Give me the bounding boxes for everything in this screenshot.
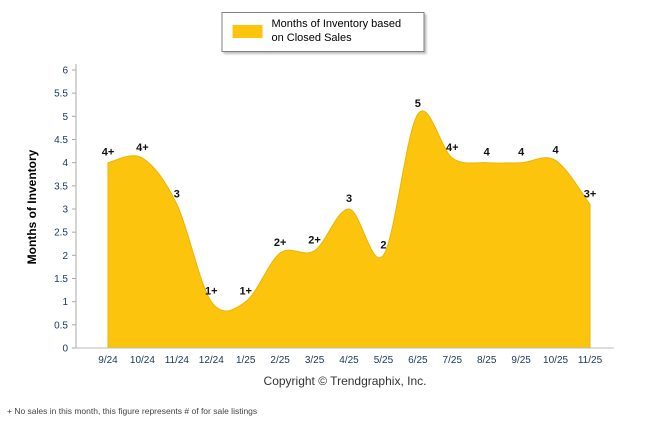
point-label: 2	[380, 239, 386, 251]
point-label: 4	[484, 147, 491, 159]
copyright-text: Copyright © Trendgraphix, Inc.	[263, 374, 427, 388]
point-label: 4	[518, 147, 525, 159]
y-tick-label: 1.5	[54, 274, 68, 285]
y-tick-label: 1	[62, 297, 68, 308]
point-label: 2+	[308, 235, 321, 247]
y-tick-label: 3.5	[54, 181, 68, 192]
legend-swatch	[232, 25, 263, 39]
x-tick-label: 9/25	[511, 355, 531, 366]
y-tick-label: 5	[62, 112, 68, 123]
x-tick-label: 7/25	[443, 355, 463, 366]
y-tick-label: 4.5	[54, 135, 68, 146]
point-label: 3	[346, 193, 352, 205]
point-label: 3	[174, 188, 180, 200]
x-tick-label: 9/24	[98, 355, 118, 366]
y-tick-label: 5.5	[54, 89, 68, 100]
x-tick-label: 5/25	[374, 355, 394, 366]
x-tick-label: 12/24	[199, 355, 224, 366]
point-label: 5	[415, 98, 421, 110]
x-tick-label: 3/25	[305, 355, 325, 366]
x-tick-label: 11/25	[578, 355, 603, 366]
x-tick-label: 6/25	[408, 355, 428, 366]
point-label: 1+	[205, 286, 218, 298]
y-tick-label: 4	[62, 158, 68, 169]
y-tick-label: 2.5	[54, 228, 68, 239]
point-label: 4+	[446, 142, 459, 154]
point-label: 4	[553, 144, 560, 156]
point-label: 1+	[239, 286, 252, 298]
x-tick-label: 4/25	[339, 355, 359, 366]
x-tick-label: 8/25	[477, 355, 497, 366]
y-tick-label: 2	[62, 251, 68, 262]
point-label: 4+	[102, 147, 115, 159]
legend-label: Months of Inventory based on Closed Sale…	[271, 18, 402, 44]
y-tick-label: 6	[62, 66, 68, 77]
y-tick-label: 0.5	[54, 320, 68, 331]
x-tick-label: 11/24	[165, 355, 190, 366]
x-tick-label: 10/24	[130, 355, 155, 366]
x-tick-label: 10/25	[543, 355, 568, 366]
point-label: 4+	[136, 142, 149, 154]
y-tick-label: 3	[62, 205, 68, 216]
area-series	[107, 110, 591, 349]
chart-legend: Months of Inventory based on Closed Sale…	[221, 12, 425, 52]
point-label: 2+	[274, 237, 287, 249]
x-tick-label: 2/25	[270, 355, 290, 366]
x-tick-label: 1/25	[236, 355, 256, 366]
footnote-text: + No sales in this month, this figure re…	[7, 406, 258, 416]
point-label: 3+	[584, 188, 597, 200]
y-axis-title: Months of Inventory	[25, 149, 39, 265]
y-tick-label: 0	[62, 344, 68, 355]
